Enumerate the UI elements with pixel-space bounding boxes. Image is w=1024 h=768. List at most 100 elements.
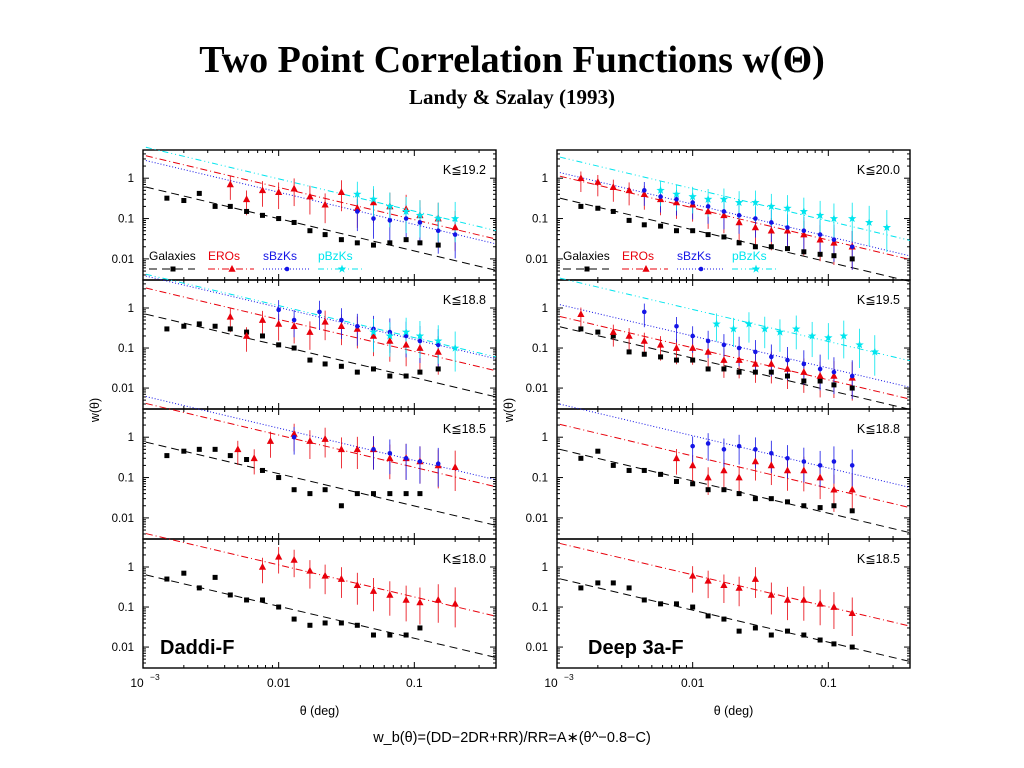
data-point-eros bbox=[577, 174, 585, 182]
data-point-galaxies bbox=[801, 378, 807, 384]
data-point-eros bbox=[609, 328, 617, 335]
data-point-galaxies bbox=[831, 641, 837, 647]
panel-7: 1 0.1 0.01 K≦18.5 bbox=[526, 538, 911, 669]
magnitude-label: K≦18.8 bbox=[443, 293, 486, 307]
data-point-eros bbox=[800, 466, 808, 474]
data-point-eros bbox=[226, 180, 234, 188]
data-point-eros bbox=[689, 571, 697, 579]
y-axis-label: w(θ) bbox=[88, 398, 102, 423]
data-point-pbzks bbox=[848, 214, 857, 223]
data-point-sbzks bbox=[403, 216, 409, 221]
data-point-eros bbox=[751, 223, 759, 231]
fit-line-pbzks bbox=[145, 146, 497, 232]
y-tick-label: 0.1 bbox=[118, 602, 134, 614]
fit-line-pbzks bbox=[559, 156, 911, 241]
data-point-pbzks bbox=[882, 223, 891, 232]
data-point-galaxies bbox=[817, 378, 823, 384]
data-point-pbzks bbox=[415, 331, 425, 340]
data-point-eros bbox=[767, 226, 775, 234]
data-point-galaxies bbox=[658, 601, 664, 607]
data-point-eros bbox=[720, 211, 728, 219]
y-tick-label: 1 bbox=[542, 303, 548, 315]
data-point-sbzks bbox=[769, 450, 774, 456]
data-point-sbzks bbox=[736, 345, 742, 351]
data-point-galaxies bbox=[641, 351, 647, 357]
data-point-eros bbox=[242, 331, 251, 339]
data-point-pbzks bbox=[434, 336, 443, 345]
y-tick-label: 1 bbox=[542, 173, 548, 185]
fit-line-pbzks bbox=[145, 273, 497, 358]
fit-line-sbzks bbox=[559, 403, 911, 488]
data-point-galaxies bbox=[387, 491, 393, 497]
data-point-galaxies bbox=[831, 253, 837, 259]
fit-line-sbzks bbox=[145, 275, 497, 360]
data-point-sbzks bbox=[817, 366, 823, 372]
data-point-galaxies bbox=[403, 237, 409, 243]
legend-label-eros: EROs bbox=[208, 249, 240, 263]
panel-6: 1 0.1 0.01 K≦18.8 bbox=[526, 403, 911, 540]
y-tick-label: 0.1 bbox=[118, 343, 134, 355]
data-point-pbzks bbox=[792, 324, 801, 333]
data-point-sbzks bbox=[690, 200, 695, 205]
data-point-sbzks bbox=[674, 323, 679, 329]
data-point-galaxies bbox=[817, 251, 823, 257]
x-tick-label: 0.1 bbox=[820, 676, 837, 690]
y-tick-label: 0.01 bbox=[526, 254, 548, 266]
data-point-sbzks bbox=[801, 459, 807, 464]
data-point-galaxies bbox=[227, 326, 233, 332]
magnitude-label: K≦19.5 bbox=[857, 293, 900, 307]
data-point-eros bbox=[337, 445, 345, 453]
magnitude-label: K≦20.0 bbox=[857, 163, 900, 177]
data-point-pbzks bbox=[767, 202, 776, 210]
data-point-galaxies bbox=[784, 628, 790, 634]
data-point-eros bbox=[704, 347, 712, 355]
legend-label-galaxies: Galaxies bbox=[149, 249, 196, 263]
legend-label-sbzks: sBzKs bbox=[263, 249, 297, 263]
data-point-eros bbox=[290, 322, 298, 330]
data-point-eros bbox=[321, 200, 329, 208]
data-point-galaxies bbox=[736, 240, 742, 246]
data-point-pbzks bbox=[815, 211, 825, 219]
data-point-eros bbox=[258, 316, 267, 323]
data-point-galaxies bbox=[831, 503, 837, 509]
y-tick-label: 0.01 bbox=[112, 383, 134, 395]
data-point-sbzks bbox=[371, 216, 376, 221]
magnitude-label: K≦18.5 bbox=[857, 552, 900, 566]
data-point-galaxies bbox=[291, 345, 297, 351]
data-point-galaxies bbox=[578, 585, 584, 591]
data-point-eros bbox=[306, 437, 314, 444]
data-point-pbzks bbox=[775, 327, 785, 336]
data-point-pbzks bbox=[703, 194, 713, 203]
data-point-sbzks bbox=[387, 450, 393, 456]
data-point-eros bbox=[689, 461, 697, 469]
data-point-galaxies bbox=[196, 321, 202, 327]
data-point-sbzks bbox=[641, 188, 647, 193]
data-point-galaxies bbox=[690, 604, 696, 610]
data-point-galaxies bbox=[690, 357, 696, 363]
data-point-eros bbox=[306, 566, 314, 574]
legend-label-pbzks: pBzKs bbox=[732, 249, 767, 263]
data-point-galaxies bbox=[817, 637, 823, 643]
data-point-eros bbox=[337, 322, 345, 330]
data-point-eros bbox=[386, 590, 394, 598]
data-point-galaxies bbox=[690, 228, 696, 234]
data-point-eros bbox=[735, 473, 743, 481]
data-point-eros bbox=[369, 198, 378, 206]
data-point-sbzks bbox=[435, 461, 441, 467]
x-tick-exponent: −3 bbox=[150, 672, 160, 682]
data-point-pbzks bbox=[369, 194, 378, 203]
fit-line-eros bbox=[559, 315, 911, 400]
data-point-eros bbox=[830, 603, 838, 610]
data-point-pbzks bbox=[401, 327, 411, 336]
x-axis-label: θ (deg) bbox=[714, 704, 754, 718]
data-point-pbzks bbox=[672, 189, 681, 198]
data-point-sbzks bbox=[291, 317, 297, 323]
data-point-sbzks bbox=[849, 373, 855, 379]
data-point-galaxies bbox=[322, 620, 328, 626]
data-point-galaxies bbox=[801, 249, 807, 255]
legend-label-pbzks: pBzKs bbox=[318, 249, 353, 263]
data-point-galaxies bbox=[784, 246, 790, 252]
data-point-sbzks bbox=[736, 213, 742, 218]
data-point-pbzks bbox=[415, 211, 425, 219]
data-point-eros bbox=[451, 599, 459, 607]
